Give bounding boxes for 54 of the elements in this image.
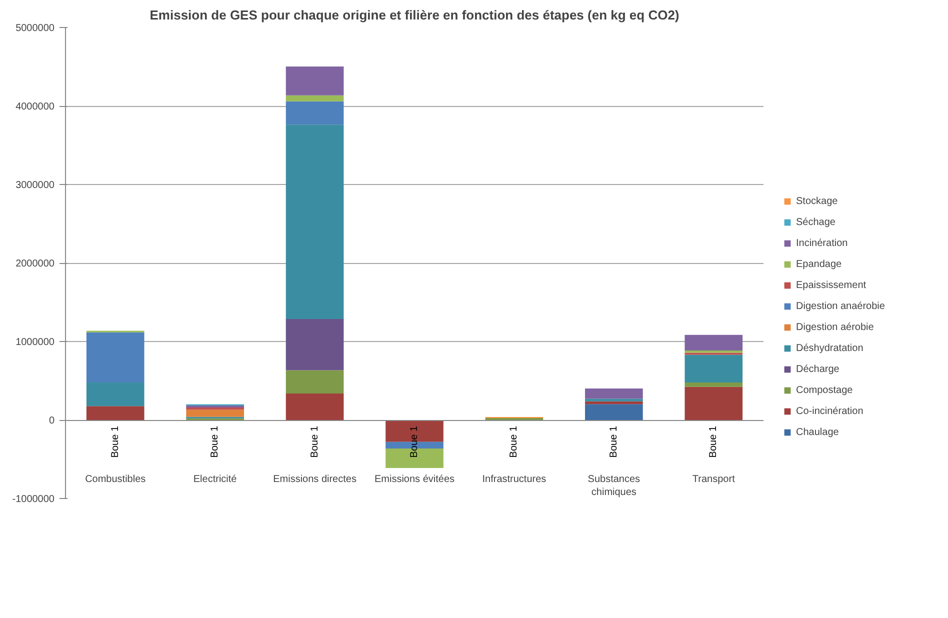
x-tick-label: Infrastructures <box>482 474 546 485</box>
bar <box>585 398 643 402</box>
legend-label: Epandage <box>796 258 842 270</box>
x-tick-label: Emissions directes <box>273 474 356 485</box>
y-tick-label: -1000000 <box>12 494 55 505</box>
bar <box>684 382 743 387</box>
legend-label: Séchage <box>796 216 836 228</box>
x-tick-label: Electricité <box>193 474 238 485</box>
y-tick-label: 5000000 <box>16 23 55 34</box>
bar <box>86 332 144 383</box>
y-tick-label: 1000000 <box>16 337 55 348</box>
bar <box>585 388 643 399</box>
bar <box>286 95 344 102</box>
annotation: Boue 1 <box>309 426 320 458</box>
bar <box>286 66 344 96</box>
annotation: Boue 1 <box>708 426 720 458</box>
bar <box>186 410 244 417</box>
x-tick-label: Transport <box>692 474 736 485</box>
annotation: Boue 1 <box>210 426 221 458</box>
legend-label: Epaississement <box>796 279 866 291</box>
bar <box>286 318 344 370</box>
bar <box>86 382 144 406</box>
x-tick-label: Substances chimiques <box>588 474 640 498</box>
y-tick-label: 3000000 <box>16 180 55 191</box>
annotation: Boue 1 <box>608 426 620 458</box>
x-tick-label: Combustibles <box>85 474 146 485</box>
bar <box>286 124 344 319</box>
legend-label: Co-incinération <box>796 405 864 417</box>
annotation: Boue 1 <box>508 426 520 458</box>
bar <box>286 393 344 420</box>
legend-label: Décharge <box>796 363 840 375</box>
bar <box>286 370 344 394</box>
annotation: Boue 1 <box>409 426 420 458</box>
legend-label: Déshydratation <box>796 342 864 354</box>
y-tick-label: 0 <box>48 416 55 426</box>
y-tick-label: 4000000 <box>16 102 55 112</box>
legend-label: Chaulage <box>796 426 839 438</box>
annotation: Boue 1 <box>110 426 121 458</box>
bar <box>186 407 244 410</box>
legend-label: Stockage <box>796 195 838 207</box>
bar <box>585 404 643 420</box>
bar <box>86 406 144 420</box>
bar <box>684 354 743 383</box>
legend-label: Digestion anaérobie <box>796 300 885 312</box>
y-tick-label: 2000000 <box>16 258 55 270</box>
chart-title: Emission de GES pour chaque origine et filière en fonction des étapes (en kg eq CO2) <box>150 8 680 22</box>
bar <box>286 101 344 125</box>
bar <box>684 334 743 350</box>
bar <box>585 401 643 404</box>
bar <box>684 386 743 420</box>
legend-label: Digestion aérobie <box>796 321 874 333</box>
x-tick-label: Emissions évitées <box>374 474 455 485</box>
legend-label: Incinération <box>796 237 848 249</box>
legend-label: Compostage <box>796 384 853 396</box>
